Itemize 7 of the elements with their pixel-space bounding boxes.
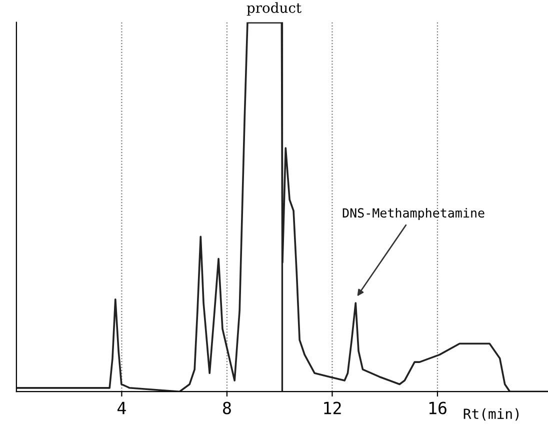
x-tick-label: 8 xyxy=(223,402,231,414)
x-tick-label: 16 xyxy=(429,402,446,414)
annotation: DNS-Methamphetamine xyxy=(342,208,484,220)
x-tick-label: 4 xyxy=(118,402,126,414)
chart-title: product xyxy=(246,2,302,16)
x-tick-label: 12 xyxy=(324,402,341,414)
x-axis-title: Rt(min) xyxy=(464,408,519,421)
